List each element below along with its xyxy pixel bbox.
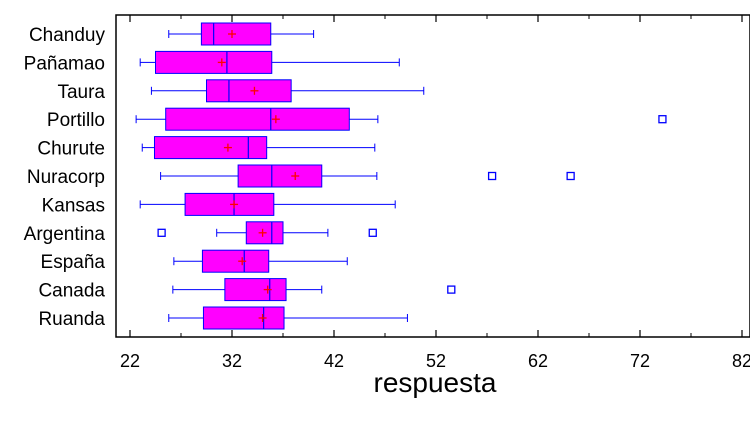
box-groups [135, 22, 667, 330]
x-tick-label: 72 [630, 351, 650, 371]
category-label: Chanduy [29, 25, 106, 46]
iqr-box [237, 164, 323, 188]
outlier-point [487, 171, 497, 181]
category-label: Canada [38, 281, 105, 302]
outlier-point [368, 228, 377, 237]
iqr-box [200, 22, 272, 46]
category-label: Taura [57, 82, 105, 103]
box-group [139, 50, 400, 74]
category-label: Nuracorp [27, 167, 105, 188]
box-group [141, 136, 376, 160]
outlier-point [447, 285, 456, 294]
category-label: Argentina [24, 224, 106, 245]
iqr-box [153, 136, 268, 160]
outlier-point [157, 228, 166, 237]
category-label: Portillo [47, 110, 105, 131]
outlier-point [566, 171, 575, 181]
x-tick-label: 32 [222, 351, 242, 371]
box-group [172, 278, 456, 302]
box-group [173, 249, 348, 273]
x-tick-label: 22 [120, 351, 140, 371]
category-label: Pañamao [24, 53, 105, 74]
iqr-box [202, 306, 285, 330]
iqr-box [224, 278, 287, 302]
iqr-box [155, 50, 273, 74]
category-labels: Chanduy Pañamao Taura Portillo Churute Nuraco… [24, 25, 106, 330]
iqr-box [184, 192, 275, 216]
iqr-box [201, 249, 270, 273]
box-group [168, 306, 408, 330]
x-tick-label: 52 [426, 351, 446, 371]
iqr-box [165, 107, 350, 131]
x-axis-ticks: 22 32 42 52 62 72 82 [120, 15, 750, 371]
outlier-point [658, 115, 667, 124]
box-group [160, 164, 575, 188]
category-label: Kansas [42, 195, 105, 216]
category-label: España [41, 252, 106, 273]
plot-frame [115, 14, 750, 338]
x-tick-label: 62 [528, 351, 548, 371]
x-tick-label: 42 [324, 351, 344, 371]
box-group [139, 192, 396, 216]
iqr-box [206, 79, 292, 103]
x-axis-title: respuesta [374, 367, 497, 398]
box-group [168, 22, 315, 46]
box-group [150, 79, 425, 103]
box-group [157, 221, 377, 245]
category-label: Churute [37, 139, 105, 160]
category-label: Ruanda [38, 309, 105, 330]
x-tick-label: 82 [732, 351, 750, 371]
box-group [135, 107, 667, 131]
